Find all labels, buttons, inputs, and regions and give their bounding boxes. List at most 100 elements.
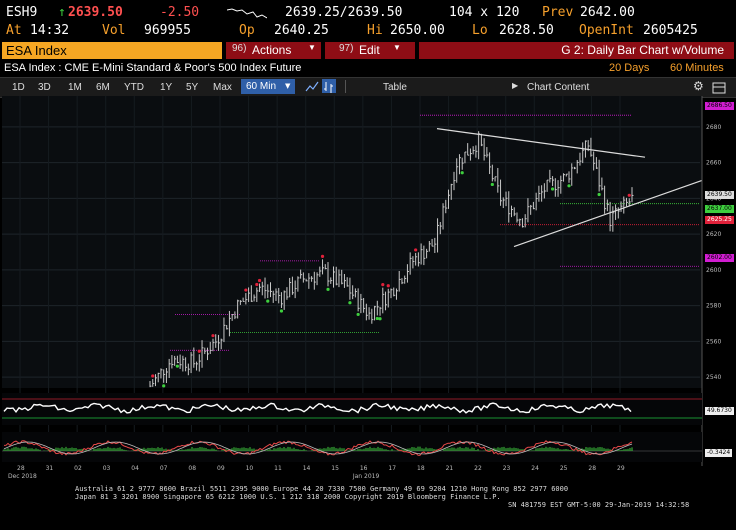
signal-dot (460, 171, 464, 175)
signal-dot (386, 284, 390, 288)
signal-dot (378, 317, 382, 321)
signal-dot (279, 309, 284, 313)
signal-dot (414, 248, 418, 252)
signal-dot (597, 192, 601, 197)
x-tick-label: 07 (160, 465, 168, 472)
open-value: 2640.25 (274, 23, 329, 38)
footer-line-2: Japan 81 3 3201 8900 Singapore 65 6212 1… (75, 493, 501, 501)
signal-dot (490, 182, 494, 187)
oscillator-2 (2, 440, 702, 456)
signal-dot (326, 287, 330, 291)
range-1m[interactable]: 1M (68, 82, 82, 93)
main-panel-bg (2, 96, 702, 388)
settings-gear-icon[interactable]: ⚙ (693, 79, 704, 93)
high-label: Hi (367, 23, 383, 38)
interval-dropdown-icon: ▼ (285, 82, 291, 90)
up-arrow-icon: ↑ (58, 5, 66, 20)
range-ytd[interactable]: YTD (124, 82, 144, 93)
edit-label: Edit (359, 43, 380, 57)
bar-chart-icon[interactable] (322, 79, 336, 93)
line-chart-icon[interactable] (305, 79, 319, 98)
range-max[interactable]: Max (213, 82, 232, 93)
range-1y[interactable]: 1Y (160, 82, 173, 93)
actions-label: Actions (252, 43, 292, 57)
date-axis: 28 31 02 03 04 07 08 09 10 11 14 15 16 17 18 21 22 23 24 25… (8, 465, 625, 480)
layout-icon[interactable] (712, 80, 726, 99)
interval-select-text: 60 Min (246, 81, 277, 92)
chart-content-caret-icon: ▶ (512, 81, 519, 90)
oscillator-1 (2, 398, 702, 419)
osc2-panel-bg (2, 432, 702, 462)
x-tick-label: 09 (217, 465, 225, 472)
signal-dot (175, 364, 179, 368)
x-period-label-dec: Dec 2018 (8, 473, 37, 480)
open-label: Op (239, 23, 255, 38)
x-tick-label: 03 (103, 465, 111, 472)
edit-menu[interactable]: 97) Edit ▼ (325, 42, 415, 59)
x-tick-label: 24 (531, 465, 539, 472)
x-tick-label: 22 (474, 465, 482, 472)
range-6m[interactable]: 6M (96, 82, 110, 93)
osc2-value-tag: -0.3424 (705, 449, 733, 457)
signal-dot (255, 282, 259, 287)
security-field[interactable]: ESA Index (2, 42, 222, 59)
osc1-line (3, 402, 632, 414)
range-3d[interactable]: 3D (38, 82, 51, 93)
range-5y[interactable]: 5Y (186, 82, 199, 93)
signal-dot (381, 283, 385, 287)
grid-lines (2, 96, 700, 462)
y-tick-label: 2560 (706, 338, 721, 345)
quote-row-2: At 14:32 Vol 969955 Op 2640.25 Hi 2650.0… (2, 23, 736, 39)
price-chart[interactable]: 25402560258026002620264026602680 2831020… (0, 96, 736, 506)
signal-dot (550, 187, 555, 191)
x-tick-label: 10 (246, 465, 254, 472)
quote-time: 14:32 (30, 23, 70, 38)
x-tick-label: 25 (560, 465, 568, 472)
actions-number: 96) (232, 43, 247, 54)
x-tick-label: 15 (331, 465, 339, 472)
interval-setting[interactable]: 60 Minutes (670, 62, 724, 74)
ruler-divider (345, 80, 346, 93)
support-trendline (513, 179, 703, 248)
signal-dot (320, 254, 325, 258)
x-tick-label: 21 (446, 465, 454, 472)
edit-dropdown-icon: ▼ (393, 43, 401, 52)
signal-dot (348, 301, 352, 305)
price-tag-red: 2625.25 (705, 216, 734, 224)
price-tag-green: 2637.00 (705, 205, 734, 213)
x-tick-label: 14 (303, 465, 311, 472)
osc2-signal-line (3, 440, 633, 456)
price-tag-magenta-bottom: 2602.00 (705, 254, 734, 262)
prev-value: 2642.00 (580, 5, 635, 20)
ticker[interactable]: ESH9 (6, 5, 38, 20)
x-period-label-jan: Jan 2019 (352, 473, 380, 480)
actions-dropdown-icon: ▼ (308, 43, 316, 52)
x-tick-label: 02 (74, 465, 82, 472)
signal-dot (197, 349, 201, 353)
signal-markers (151, 171, 631, 388)
signal-dot (266, 299, 270, 303)
price-tag-last: 2639.50 (705, 191, 734, 199)
interval-select[interactable]: 60 Min ▼ (241, 79, 295, 94)
security-description: ESA Index : CME E-Mini Standard & Poor's… (4, 62, 302, 74)
prev-label: Prev (542, 5, 574, 20)
sparkline-icon (226, 6, 268, 25)
subtitle-row: ESA Index : CME E-Mini Standard & Poor's… (0, 61, 736, 75)
actions-menu[interactable]: 96) Actions ▼ (226, 42, 321, 59)
footer-line-1: Australia 61 2 9777 8600 Brazil 5511 239… (75, 485, 569, 493)
signal-dot (244, 288, 248, 292)
volume-value: 969955 (144, 23, 191, 38)
x-tick-label: 16 (360, 465, 368, 472)
toolbar (0, 77, 736, 98)
x-tick-label: 31 (46, 465, 54, 472)
table-button[interactable]: Table (383, 82, 407, 93)
chart-content-button[interactable]: ▶ Chart Content (512, 80, 602, 94)
high-value: 2650.00 (390, 23, 445, 38)
period-setting[interactable]: 20 Days (609, 62, 650, 74)
open-interest-label: OpenInt (579, 23, 634, 38)
range-1d[interactable]: 1D (12, 82, 25, 93)
x-tick-label: 11 (274, 465, 282, 472)
footer-line-3: SN 481759 EST GMT-5:00 29-Jan-2019 14:32… (508, 501, 690, 509)
signal-dot (162, 384, 166, 388)
bid-ask-size: 104 x 120 (449, 5, 520, 20)
